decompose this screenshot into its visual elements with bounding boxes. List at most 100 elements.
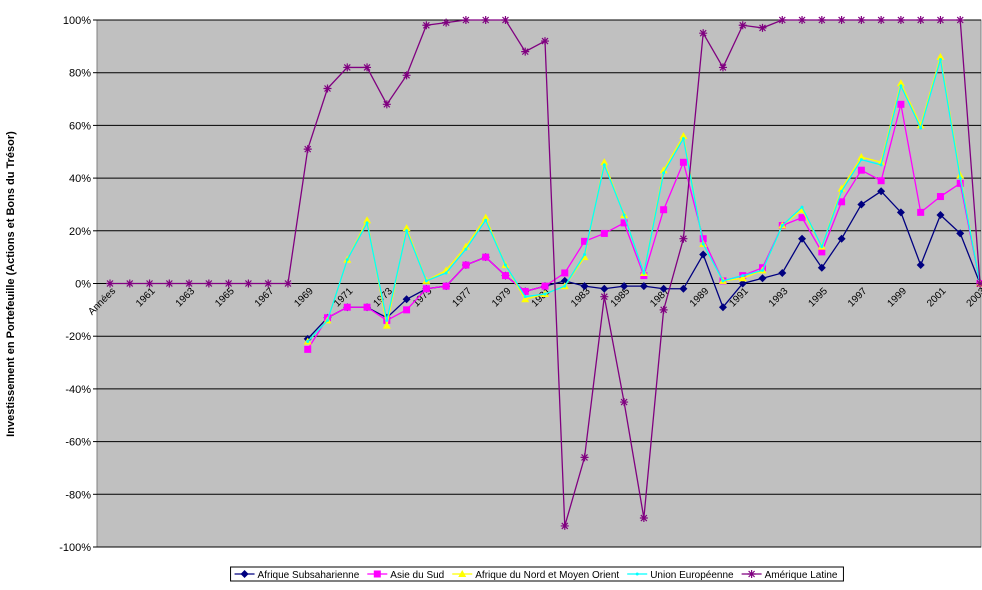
- marker: [917, 16, 925, 24]
- marker: [662, 171, 665, 174]
- marker: [501, 16, 509, 24]
- marker: [405, 229, 408, 232]
- marker: [464, 248, 467, 251]
- marker: [741, 274, 744, 277]
- legend-label: Amérique Latine: [765, 570, 838, 581]
- legend-marker: [374, 571, 381, 578]
- marker: [660, 306, 668, 314]
- marker: [937, 193, 944, 200]
- marker: [185, 280, 193, 288]
- marker: [820, 245, 823, 248]
- marker: [739, 21, 747, 29]
- marker: [306, 340, 309, 343]
- marker: [620, 398, 628, 406]
- marker: [857, 16, 865, 24]
- marker: [425, 279, 428, 282]
- y-axis-label: Investissement en Portefeuille (Actions …: [5, 131, 17, 437]
- marker: [699, 29, 707, 37]
- marker: [521, 48, 529, 56]
- marker: [106, 280, 114, 288]
- marker: [702, 242, 705, 245]
- marker: [442, 19, 450, 27]
- marker: [897, 101, 904, 108]
- marker: [642, 271, 645, 274]
- marker: [899, 84, 902, 87]
- marker: [897, 16, 905, 24]
- y-tick-label: -60%: [65, 437, 91, 449]
- marker: [581, 453, 589, 461]
- marker: [403, 306, 410, 313]
- marker: [623, 213, 626, 216]
- marker: [504, 264, 507, 267]
- marker: [542, 283, 549, 290]
- marker: [225, 280, 233, 288]
- y-tick-label: 20%: [69, 226, 91, 238]
- marker: [205, 280, 213, 288]
- marker: [544, 293, 547, 296]
- marker: [346, 258, 349, 261]
- legend-label: Union Européenne: [650, 570, 734, 581]
- marker: [126, 280, 134, 288]
- marker: [484, 219, 487, 222]
- legend-label: Asie du Sud: [390, 570, 444, 581]
- marker: [660, 206, 667, 213]
- marker: [880, 163, 883, 166]
- legend-item: Afrique du Nord et Moyen Orient: [452, 570, 619, 581]
- legend-marker: [748, 570, 756, 578]
- marker: [443, 283, 450, 290]
- marker: [343, 63, 351, 71]
- marker: [304, 346, 311, 353]
- marker: [818, 16, 826, 24]
- marker: [936, 16, 944, 24]
- marker: [679, 235, 687, 243]
- y-tick-label: 100%: [63, 15, 91, 27]
- marker: [801, 206, 804, 209]
- marker: [324, 85, 332, 93]
- marker: [524, 295, 527, 298]
- marker: [383, 100, 391, 108]
- marker: [482, 254, 489, 261]
- y-tick-label: -100%: [59, 542, 91, 554]
- marker: [462, 16, 470, 24]
- marker: [363, 63, 371, 71]
- marker: [956, 16, 964, 24]
- marker: [919, 127, 922, 130]
- legend-label: Afrique Subsaharienne: [258, 570, 360, 581]
- marker: [959, 177, 962, 180]
- y-tick-label: -80%: [65, 489, 91, 501]
- marker: [583, 253, 586, 256]
- marker: [878, 177, 885, 184]
- marker: [840, 190, 843, 193]
- marker: [682, 137, 685, 140]
- marker: [284, 280, 292, 288]
- marker: [445, 271, 448, 274]
- marker: [326, 319, 329, 322]
- marker: [563, 285, 566, 288]
- legend-marker: [636, 573, 639, 576]
- legend: Afrique Subsaharienne Asie du Sud Afrique …: [231, 567, 844, 581]
- marker: [561, 269, 568, 276]
- marker: [939, 58, 942, 61]
- marker: [778, 16, 786, 24]
- marker: [640, 514, 648, 522]
- marker: [502, 272, 509, 279]
- marker: [165, 280, 173, 288]
- marker: [601, 230, 608, 237]
- marker: [798, 16, 806, 24]
- marker: [541, 37, 549, 45]
- marker: [462, 262, 469, 269]
- marker: [146, 280, 154, 288]
- marker: [721, 279, 724, 282]
- marker: [680, 159, 687, 166]
- legend-label: Afrique du Nord et Moyen Orient: [475, 570, 619, 581]
- marker: [860, 158, 863, 161]
- y-tick-label: -40%: [65, 384, 91, 396]
- marker: [761, 269, 764, 272]
- marker: [561, 522, 569, 530]
- y-tick-label: 0%: [75, 279, 91, 291]
- marker: [385, 319, 388, 322]
- marker: [264, 280, 272, 288]
- marker: [600, 293, 608, 301]
- marker: [877, 16, 885, 24]
